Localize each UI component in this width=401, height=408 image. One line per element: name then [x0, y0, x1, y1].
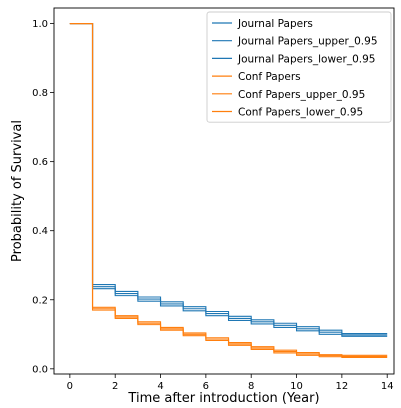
- legend-label-5: Conf Papers_lower_0.95: [238, 107, 363, 119]
- series-line-0: [69, 22, 388, 336]
- x-tick-label: 0: [67, 381, 73, 392]
- y-tick-label: 0.2: [32, 295, 48, 306]
- y-tick-label: 0.0: [32, 364, 48, 375]
- x-tick-label: 12: [335, 381, 348, 392]
- x-tick-label: 4: [157, 381, 163, 392]
- y-tick-label: 0.6: [32, 157, 48, 168]
- series-line-3: [69, 22, 388, 357]
- y-tick-label: 0.8: [32, 88, 48, 99]
- x-tick-label: 6: [203, 381, 209, 392]
- legend: Journal Papers Journal Papers_upper_0.95 J…: [206, 11, 392, 123]
- x-tick-label: 8: [248, 381, 254, 392]
- ticks-layer: 0 2 4 6 8 10 12 14 0.0 0.2 0.4 0.6 0.8 1.0: [32, 19, 393, 392]
- series-line-1: [69, 22, 388, 335]
- legend-label-1: Journal Papers_upper_0.95: [237, 36, 378, 48]
- x-tick-label: 10: [290, 381, 303, 392]
- legend-label-2: Journal Papers_lower_0.95: [237, 53, 375, 65]
- series-layer: [69, 22, 388, 358]
- y-tick-label: 1.0: [32, 19, 48, 30]
- legend-label-3: Conf Papers: [238, 71, 301, 83]
- x-axis-title: Time after introduction (Year): [127, 391, 319, 406]
- y-axis-title: Probability of Survival: [10, 120, 25, 262]
- x-tick-label: 14: [381, 381, 394, 392]
- series-line-2: [69, 22, 388, 337]
- legend-label-4: Conf Papers_upper_0.95: [238, 89, 365, 101]
- legend-label-0: Journal Papers: [237, 18, 313, 30]
- plot-frame: [53, 7, 395, 375]
- x-tick-label: 2: [112, 381, 118, 392]
- y-tick-label: 0.4: [32, 226, 48, 237]
- series-line-4: [69, 22, 388, 356]
- series-line-5: [69, 22, 388, 358]
- legend-frame: [206, 11, 392, 123]
